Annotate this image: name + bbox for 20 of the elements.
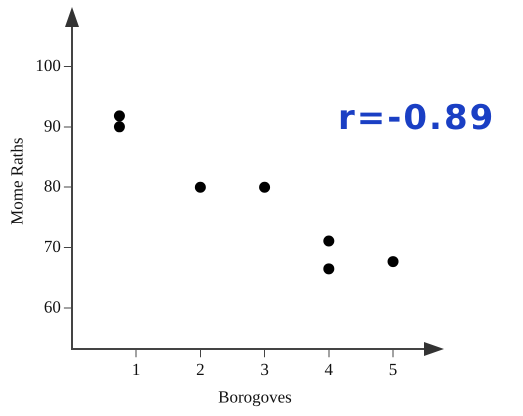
y-axis-title: Mome Raths [8, 138, 27, 225]
y-tick-label: 90 [44, 116, 61, 136]
y-tick-label: 70 [44, 237, 61, 256]
y-tick-label: 60 [44, 298, 61, 317]
point [388, 256, 399, 268]
x-tick-label: 5 [388, 360, 398, 379]
point [323, 263, 334, 274]
point [259, 182, 270, 193]
x-tick-label: 4 [324, 360, 334, 379]
point [114, 110, 125, 122]
x-tick-label: 1 [132, 360, 140, 379]
point [114, 121, 125, 132]
point [323, 236, 334, 247]
x-tick-label: 2 [196, 360, 205, 379]
point [194, 182, 206, 193]
annotation: r=-0.89 [338, 98, 496, 138]
y-tick-label: 100 [35, 56, 61, 75]
y-tick-label: 80 [44, 176, 61, 196]
x-axis-title: Borogoves [218, 387, 292, 406]
x-tick-label: 3 [260, 360, 269, 379]
